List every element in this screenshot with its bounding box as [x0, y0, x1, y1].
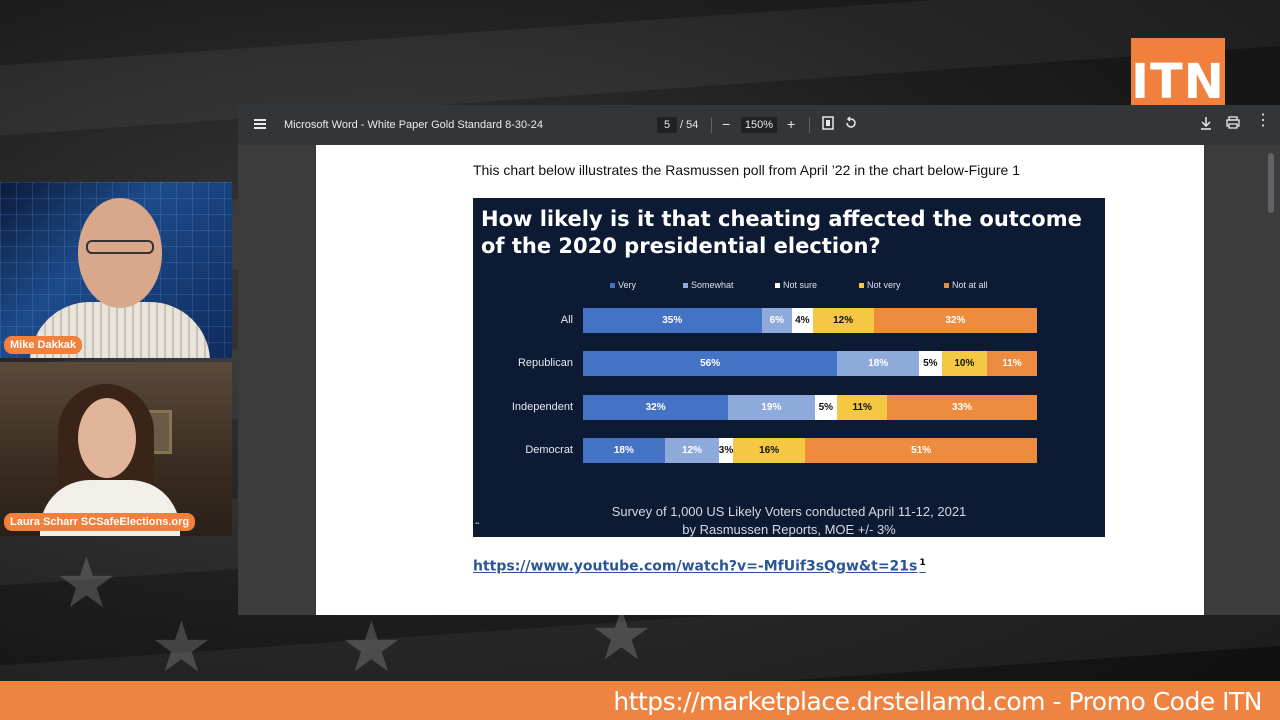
download-icon[interactable] [1200, 116, 1212, 133]
legend-item: Very [610, 280, 636, 290]
participant-name-tag: Laura Scharr SCSafeElections.org [4, 513, 196, 531]
bar-segment: 12% [812, 308, 874, 333]
youtube-link[interactable]: https://www.youtube.com/watch?v=-MfUif3s… [473, 558, 926, 575]
bar-segment: 51% [805, 437, 1037, 463]
bar-segment: 5% [814, 394, 838, 420]
bar-segment: 11% [837, 394, 888, 420]
category-label: All [560, 314, 573, 326]
chart-footnote-line1: Survey of 1,000 US Likely Voters conduct… [611, 504, 967, 519]
intro-paragraph: This chart below illustrates the Rasmuss… [473, 162, 1021, 178]
footnote-marker: 1 [919, 558, 926, 568]
participant-name-tag: Mike Dakkak [4, 336, 83, 354]
bar-segment: 4% [792, 308, 813, 333]
chart-footnote-line2: by Rasmussen Reports, MOE +/- 3% [682, 522, 896, 537]
bar-segment: 16% [732, 437, 806, 463]
zoom-out-button[interactable]: − [722, 116, 731, 132]
bar-segment: 5% [918, 351, 942, 377]
more-options-icon[interactable]: ⋮ [1255, 112, 1271, 129]
pdf-page: This chart below illustrates the Rasmuss… [316, 145, 1204, 615]
glasses [86, 240, 154, 254]
bar-segment: 10% [941, 351, 988, 377]
legend-label: Somewhat [691, 280, 734, 290]
bar-segment: 6% [761, 308, 793, 333]
legend-item: Not very [859, 280, 901, 290]
stacked-bar: 56% 18% 5% 10% 11% [583, 351, 1037, 377]
chart-title: How likely is it that cheating affected … [481, 207, 1082, 258]
bar-segment: 32% [873, 308, 1037, 333]
pdf-toolbar: Microsoft Word - White Paper Gold Standa… [238, 105, 1280, 145]
bar-segment: 18% [837, 351, 919, 377]
rotate-icon[interactable] [844, 116, 858, 133]
document-title: Microsoft Word - White Paper Gold Standa… [284, 119, 544, 131]
star-icon: ★ [55, 542, 118, 624]
legend-label: Not very [867, 280, 901, 290]
itn-logo: ITN [1131, 38, 1225, 106]
bar-segment: 18% [583, 437, 665, 463]
category-label: Independent [511, 400, 573, 413]
toolbar-divider [711, 117, 712, 133]
page-number-input[interactable]: 5 [657, 117, 677, 133]
zoom-level-input[interactable]: 150% [741, 117, 777, 133]
chart-source-mark: ▪▪ [475, 521, 480, 527]
legend-item: Not sure [775, 280, 817, 290]
star-icon: ★ [340, 606, 403, 688]
promo-banner-text: https://marketplace.drstellamd.com - Pro… [613, 687, 1262, 716]
legend-label: Very [618, 280, 637, 290]
legend-label: Not sure [783, 280, 818, 290]
stacked-bar: 18% 12% 3% 16% 51% [583, 437, 1037, 463]
webcam-laura-scharr: Laura Scharr SCSafeElections.org [0, 362, 232, 536]
zoom-in-button[interactable]: + [787, 116, 796, 132]
poll-chart: How likely is it that cheating affected … [473, 198, 1105, 537]
scrollbar[interactable] [1268, 153, 1274, 213]
bar-segment: 33% [887, 394, 1037, 420]
bar-segment: 19% [728, 394, 815, 420]
toolbar-divider [809, 117, 810, 133]
star-icon: ★ [150, 606, 213, 688]
legend-swatch [859, 282, 864, 288]
fit-page-icon[interactable] [822, 116, 834, 133]
legend-swatch [775, 282, 780, 288]
stacked-bar: 32% 19% 5% 11% 33% [583, 394, 1037, 420]
legend-item: Not at all [944, 280, 988, 290]
category-label: Republican [517, 357, 573, 370]
bar-segment: 3% [719, 437, 733, 463]
legend-swatch [610, 282, 615, 288]
print-icon[interactable] [1226, 116, 1240, 132]
youtube-link-text[interactable]: https://www.youtube.com/watch?v=-MfUif3s… [473, 558, 918, 575]
bar-segment: 12% [664, 437, 720, 463]
category-label: Democrat [525, 443, 573, 456]
stacked-bar: 35% 6% 4% 12% 32% [583, 308, 1037, 333]
webcam-mike-dakkak: Mike Dakkak [0, 182, 232, 358]
pdf-viewer: Microsoft Word - White Paper Gold Standa… [238, 105, 1280, 615]
legend-swatch [683, 282, 688, 288]
legend-item: Somewhat [683, 280, 734, 290]
menu-icon[interactable] [254, 119, 266, 129]
promo-banner: https://marketplace.drstellamd.com - Pro… [0, 681, 1280, 720]
legend-label: Not at all [952, 280, 988, 290]
bar-segment: 35% [583, 308, 762, 333]
legend-swatch [944, 282, 949, 288]
person-head [78, 398, 136, 478]
bar-segment: 32% [583, 394, 729, 420]
page-total: / 54 [680, 119, 699, 131]
bar-segment: 56% [583, 351, 838, 377]
bar-segment: 11% [987, 351, 1037, 377]
